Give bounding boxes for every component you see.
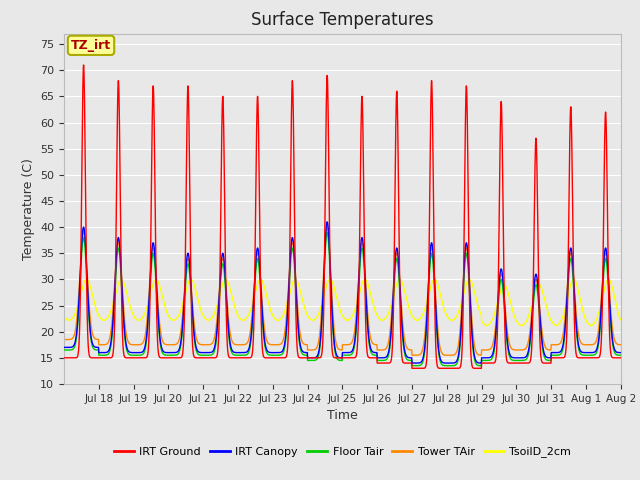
Title: Surface Temperatures: Surface Temperatures xyxy=(251,11,434,29)
X-axis label: Time: Time xyxy=(327,409,358,422)
Text: TZ_irt: TZ_irt xyxy=(71,39,111,52)
Legend: IRT Ground, IRT Canopy, Floor Tair, Tower TAir, TsoilD_2cm: IRT Ground, IRT Canopy, Floor Tair, Towe… xyxy=(109,442,575,462)
Y-axis label: Temperature (C): Temperature (C) xyxy=(22,158,35,260)
